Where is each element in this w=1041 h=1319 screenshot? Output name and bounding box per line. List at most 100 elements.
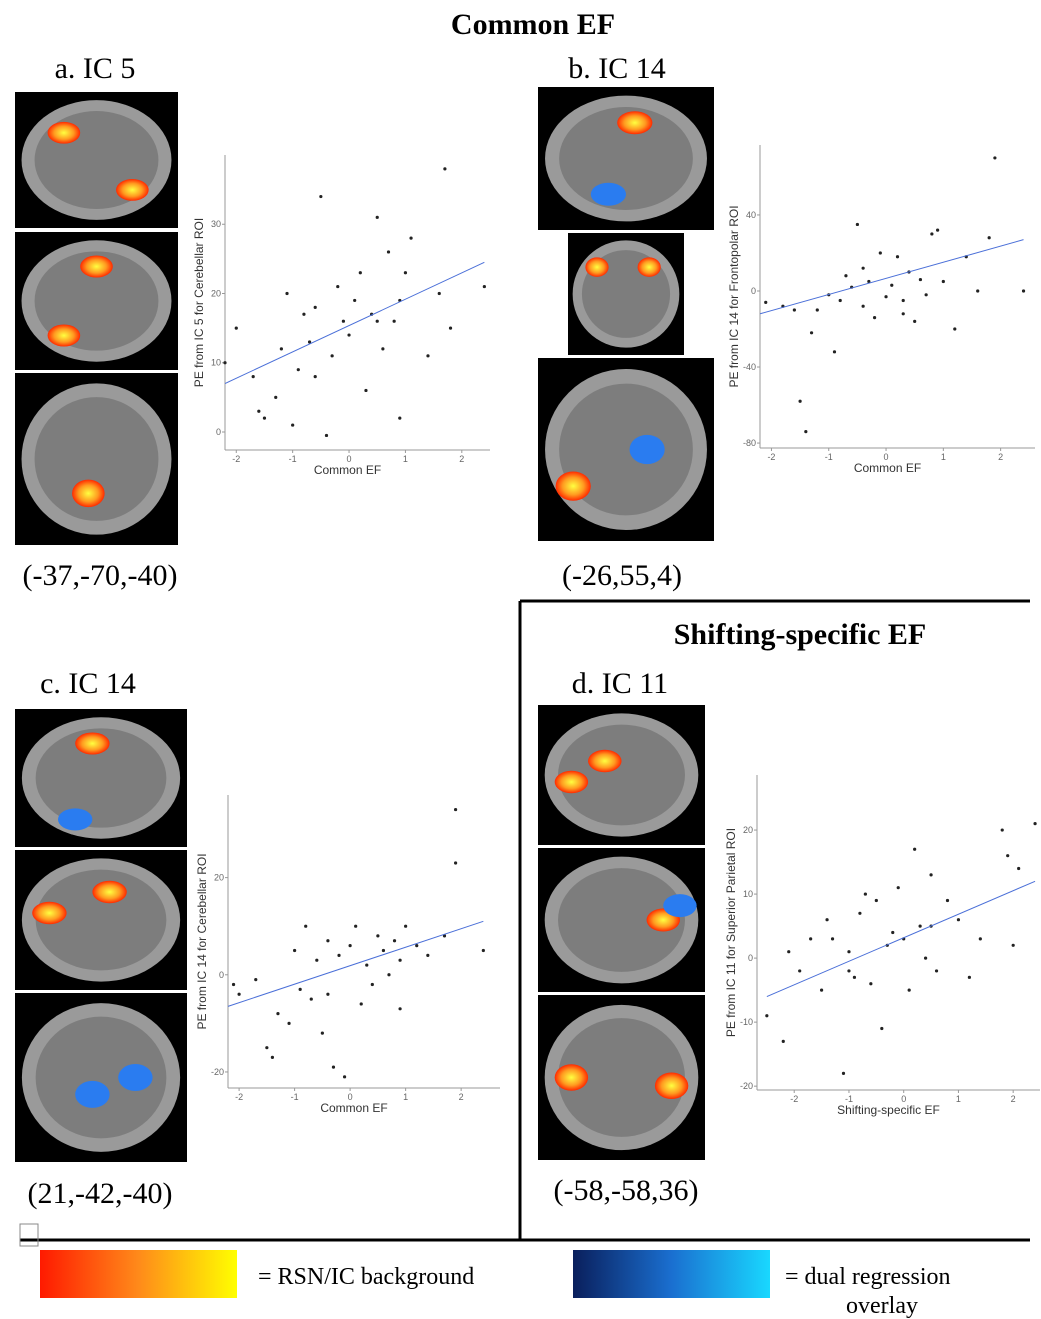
data-point	[792, 308, 796, 312]
data-point	[364, 388, 368, 393]
data-point	[863, 892, 867, 896]
data-point	[453, 861, 458, 865]
activation-blob	[585, 257, 609, 277]
data-point	[798, 399, 802, 403]
data-point	[967, 975, 971, 979]
data-point	[443, 167, 447, 171]
data-point	[1021, 289, 1026, 293]
data-point	[804, 430, 808, 434]
activation-blob	[47, 121, 81, 144]
data-point	[993, 156, 997, 160]
brain-tissue	[35, 1016, 167, 1139]
data-point	[936, 228, 940, 232]
data-point	[331, 1065, 336, 1069]
x-tick-label: 2	[1011, 1094, 1016, 1104]
brain-tissue	[35, 728, 167, 828]
data-point	[231, 982, 236, 987]
x-tick-label: 0	[884, 452, 889, 462]
data-point	[307, 340, 312, 344]
y-tick-label: 0	[748, 953, 753, 963]
y-axis-label: PE from IC 14 for Frontopolar ROI	[727, 205, 741, 387]
data-point	[913, 847, 917, 851]
data-point	[341, 319, 346, 323]
x-tick-label: -1	[845, 1094, 853, 1104]
data-point	[315, 958, 319, 962]
data-point	[326, 992, 330, 996]
data-point	[858, 911, 862, 915]
data-point	[251, 374, 255, 379]
activation-blob	[554, 1064, 589, 1091]
data-point	[825, 918, 829, 922]
activation-blob	[116, 179, 149, 201]
x-tick-label: -2	[790, 1094, 798, 1104]
y-tick-label: 20	[214, 873, 224, 883]
x-axis-label: Common EF	[314, 463, 381, 477]
trend-line	[224, 261, 485, 384]
data-point	[855, 222, 859, 227]
data-point	[765, 1014, 769, 1018]
y-tick-label: 20	[211, 288, 221, 298]
data-point	[913, 319, 917, 324]
x-tick-label: 1	[941, 452, 946, 462]
data-point	[847, 950, 851, 954]
activation-blob	[590, 182, 627, 206]
data-point	[901, 298, 905, 303]
activation-blob	[118, 1063, 153, 1092]
x-tick-label: 1	[956, 1094, 961, 1104]
data-point	[891, 930, 895, 935]
data-point	[404, 924, 408, 928]
data-point	[309, 997, 313, 1001]
legend-label: = dual regression	[785, 1264, 951, 1290]
data-point	[1011, 943, 1015, 947]
data-point	[1006, 854, 1010, 858]
activation-blob	[47, 324, 81, 347]
data-point	[398, 958, 402, 962]
heading: Common EF	[451, 8, 615, 41]
data-point	[291, 423, 295, 427]
data-point	[809, 331, 814, 335]
data-point	[1000, 828, 1004, 832]
data-point	[353, 298, 357, 303]
y-tick-label: 10	[211, 358, 221, 368]
data-point	[781, 1039, 785, 1043]
data-point	[901, 312, 905, 316]
data-point	[978, 937, 982, 941]
data-point	[918, 924, 922, 928]
x-axis-label: Common EF	[320, 1101, 387, 1115]
brain-tissue	[558, 868, 685, 972]
activation-blob	[588, 749, 622, 773]
legend-swatch	[40, 1250, 237, 1298]
data-point	[403, 271, 408, 275]
data-point	[326, 939, 330, 943]
data-point	[482, 284, 486, 289]
data-point	[287, 1021, 291, 1025]
trend-line	[759, 239, 1024, 315]
data-point	[798, 969, 802, 973]
data-point	[234, 326, 238, 330]
data-point	[320, 1031, 324, 1035]
x-tick-label: 2	[459, 454, 464, 464]
x-tick-label: -2	[235, 1092, 243, 1102]
trend-line	[766, 880, 1036, 997]
y-axis-label: PE from IC 5 for Cerebellar ROI	[192, 218, 206, 387]
data-point	[819, 988, 824, 992]
data-point	[381, 347, 385, 351]
data-point	[337, 953, 341, 957]
activation-blob	[57, 808, 93, 831]
data-point	[481, 948, 485, 953]
data-point	[319, 194, 323, 199]
data-point	[861, 304, 865, 308]
data-point	[896, 886, 900, 890]
data-point	[861, 266, 865, 270]
trend-line	[227, 920, 484, 1007]
coordinates: (-37,-70,-40)	[23, 559, 178, 592]
data-point	[254, 978, 258, 982]
data-point	[409, 236, 413, 240]
coordinates: (-58,-58,36)	[554, 1174, 699, 1207]
data-point	[237, 992, 241, 996]
activation-blob	[637, 257, 661, 277]
data-point	[387, 973, 391, 977]
data-point	[918, 277, 923, 282]
data-point	[223, 361, 227, 365]
data-point	[347, 333, 351, 337]
